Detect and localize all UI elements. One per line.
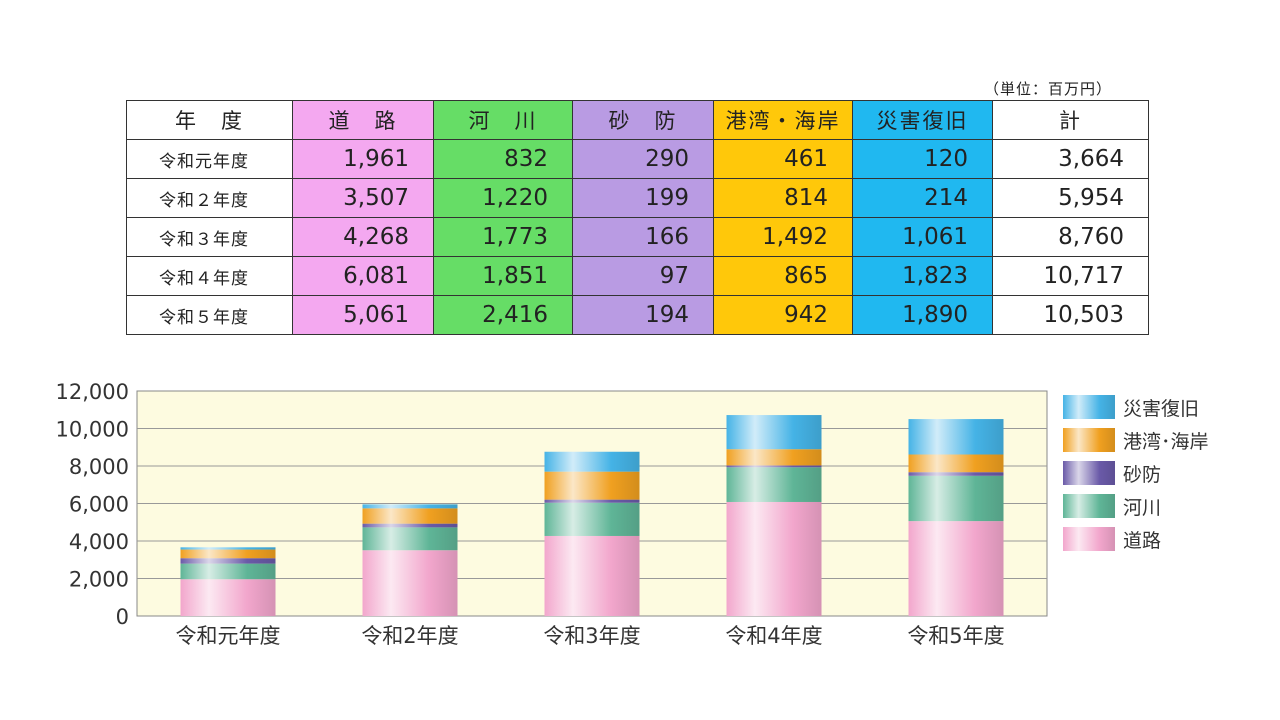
table-row: 令和２年度 3,507 1,220 199 814 214 5,954 [126,178,1149,218]
cell-erosion-control: 97 [572,256,714,296]
x-tick-label: 令和4年度 [725,624,822,648]
cell-port-coast: 942 [713,295,853,335]
bar-segment [726,467,822,502]
legend-label: 港湾･海岸 [1123,431,1209,453]
axes: 0 2,000 4,000 6,000 8,000 10,000 12,000 令和元年度 令和… [56,380,1005,648]
bars [180,415,1004,616]
cell-year: 令和元年度 [126,139,293,179]
cell-total: 10,717 [992,256,1149,296]
bar-segment [362,527,458,551]
header-disaster-recovery: 災害復旧 [852,100,993,140]
cell-erosion-control: 194 [572,295,714,335]
cell-disaster-recovery: 214 [852,178,993,218]
bar-segment [544,471,640,500]
x-tick-label: 令和5年度 [907,624,1004,648]
cell-erosion-control: 166 [572,217,714,257]
legend-swatch [1063,395,1115,419]
cell-disaster-recovery: 120 [852,139,993,179]
bar-segment [908,419,1004,455]
legend-label: 河川 [1123,497,1161,519]
bar-segment [726,465,822,468]
bar-stack [544,451,640,616]
bar-stack [180,547,276,616]
cell-year: 令和５年度 [126,295,293,335]
header-road: 道 路 [292,100,434,140]
legend-swatch [1063,428,1115,452]
unit-note: （単位：百万円） [984,80,1113,98]
y-tick-label: 10,000 [56,418,129,442]
legend-swatch [1063,527,1115,551]
bar-segment [544,535,640,616]
legend-swatch [1063,494,1115,518]
data-table: 年 度 道 路 河 川 砂 防 港湾・海岸 災害復旧 計 令和元年度 1,961 8… [126,100,1149,335]
cell-port-coast: 814 [713,178,853,218]
cell-year: 令和３年度 [126,217,293,257]
cell-river: 1,220 [433,178,573,218]
cell-river: 1,773 [433,217,573,257]
bar-segment [544,502,640,536]
cell-road: 5,061 [292,295,434,335]
x-tick-label: 令和2年度 [361,624,458,648]
table-row: 令和５年度 5,061 2,416 194 942 1,890 10,503 [126,295,1149,335]
bar-segment [180,579,276,616]
y-tick-label: 8,000 [69,455,129,479]
table-row: 令和４年度 6,081 1,851 97 865 1,823 10,717 [126,256,1149,296]
bar-segment [362,550,458,616]
x-tick-label: 令和元年度 [176,624,281,648]
bar-segment [180,563,276,580]
bar-segment [544,451,640,472]
bar-segment [362,508,458,524]
bar-segment [908,454,1004,473]
y-tick-label: 2,000 [69,568,129,592]
cell-total: 3,664 [992,139,1149,179]
cell-road: 1,961 [292,139,434,179]
header-river: 河 川 [433,100,573,140]
table-row: 令和３年度 4,268 1,773 166 1,492 1,061 8,760 [126,217,1149,257]
bar-segment [180,549,276,559]
bar-segment [726,415,822,450]
cell-port-coast: 461 [713,139,853,179]
header-total: 計 [992,100,1149,140]
table-header-row: 年 度 道 路 河 川 砂 防 港湾・海岸 災害復旧 計 [126,100,1149,140]
bar-segment [362,523,458,528]
bar-segment [180,558,276,564]
cell-road: 4,268 [292,217,434,257]
cell-total: 5,954 [992,178,1149,218]
cell-river: 832 [433,139,573,179]
y-tick-label: 6,000 [69,493,129,517]
cell-port-coast: 865 [713,256,853,296]
bar-stack [908,419,1004,616]
header-erosion-control: 砂 防 [572,100,714,140]
y-tick-label: 0 [116,605,129,629]
legend-label: 砂防 [1123,464,1161,486]
x-tick-label: 令和3年度 [543,624,640,648]
cell-road: 3,507 [292,178,434,218]
bar-stack [726,415,822,616]
bar-segment [908,521,1004,616]
bar-segment [544,499,640,503]
y-tick-label: 12,000 [56,380,129,404]
bar-segment [908,475,1004,522]
cell-port-coast: 1,492 [713,217,853,257]
table-row: 令和元年度 1,961 832 290 461 120 3,664 [126,139,1149,179]
cell-river: 1,851 [433,256,573,296]
cell-erosion-control: 199 [572,178,714,218]
legend-swatch [1063,461,1115,485]
bar-segment [180,547,276,550]
bar-segment [362,504,458,509]
bar-segment [726,501,822,616]
y-tick-label: 4,000 [69,530,129,554]
bar-segment [908,472,1004,476]
bar-segment [726,449,822,466]
bar-stack [362,504,458,616]
legend-label: 道路 [1123,530,1161,552]
cell-total: 10,503 [992,295,1149,335]
legend-label: 災害復旧 [1123,398,1199,420]
